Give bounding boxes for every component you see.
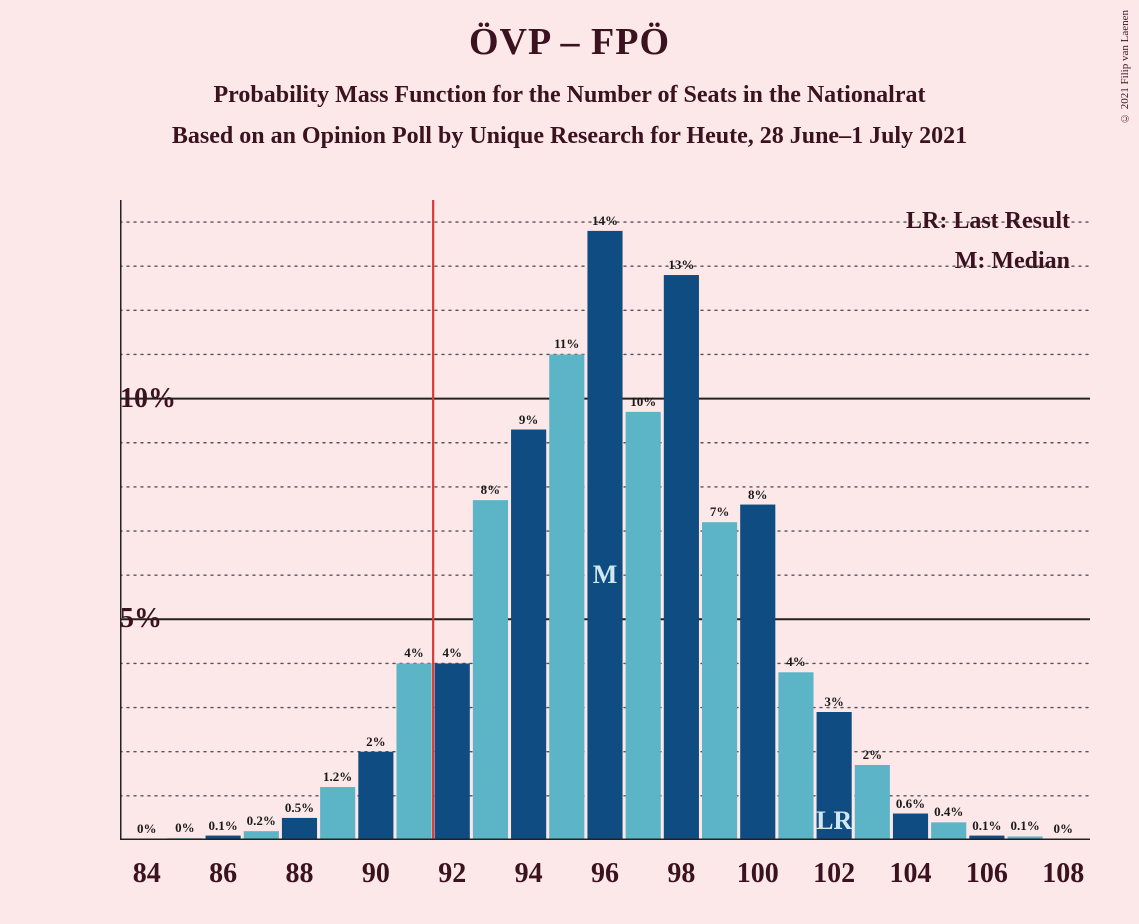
- bar-label-95: 11%: [554, 336, 579, 352]
- bar-label-106: 0.1%: [972, 818, 1001, 834]
- bar-label-90: 2%: [366, 734, 386, 750]
- bar-label-100: 8%: [748, 487, 768, 503]
- x-tick-88: 88: [285, 858, 313, 890]
- x-tick-86: 86: [209, 858, 237, 890]
- chart-title: ÖVP – FPÖ: [0, 0, 1139, 64]
- x-tick-90: 90: [362, 858, 390, 890]
- bar-label-89: 1.2%: [323, 769, 352, 785]
- x-tick-106: 106: [966, 858, 1008, 890]
- bar-label-107: 0.1%: [1010, 818, 1039, 834]
- bar-label-92: 4%: [442, 645, 462, 661]
- bar-label-87: 0.2%: [247, 813, 276, 829]
- bar-label-85: 0%: [175, 820, 195, 836]
- x-tick-100: 100: [737, 858, 779, 890]
- x-tick-84: 84: [133, 858, 161, 890]
- x-tick-102: 102: [813, 858, 855, 890]
- bar-label-103: 2%: [863, 747, 883, 763]
- copyright-text: © 2021 Filip van Laenen: [1119, 10, 1131, 124]
- x-tick-108: 108: [1042, 858, 1084, 890]
- legend-lr: LR: Last Result: [906, 208, 1070, 235]
- x-tick-104: 104: [890, 858, 932, 890]
- chart-subtitle-2: Based on an Opinion Poll by Unique Resea…: [0, 123, 1139, 150]
- x-tick-92: 92: [438, 858, 466, 890]
- bar-label-99: 7%: [710, 504, 730, 520]
- chart-area: LR: Last Result M: Median 5%10%848688909…: [120, 200, 1090, 840]
- bar-label-108: 0%: [1054, 821, 1074, 837]
- bar-label-101: 4%: [786, 654, 806, 670]
- last-result-label: LR: [816, 806, 852, 836]
- bar-label-102: 3%: [824, 694, 844, 710]
- plot-svg: [120, 200, 1090, 840]
- bar-label-96: 14%: [592, 213, 618, 229]
- x-tick-98: 98: [667, 858, 695, 890]
- legend-m: M: Median: [955, 248, 1070, 275]
- bar-label-86: 0.1%: [208, 818, 237, 834]
- bar-label-93: 8%: [481, 482, 501, 498]
- x-tick-96: 96: [591, 858, 619, 890]
- bar-label-104: 0.6%: [896, 796, 925, 812]
- bar-label-97: 10%: [630, 394, 656, 410]
- bar-label-94: 9%: [519, 412, 539, 428]
- bar-label-91: 4%: [404, 645, 424, 661]
- x-tick-94: 94: [515, 858, 543, 890]
- bar-label-98: 13%: [668, 257, 694, 273]
- chart-subtitle-1: Probability Mass Function for the Number…: [0, 82, 1139, 109]
- bar-label-88: 0.5%: [285, 800, 314, 816]
- bar-label-105: 0.4%: [934, 804, 963, 820]
- bar-label-84: 0%: [137, 821, 157, 837]
- median-label: M: [593, 560, 618, 590]
- chart-container: ÖVP – FPÖ Probability Mass Function for …: [0, 0, 1139, 924]
